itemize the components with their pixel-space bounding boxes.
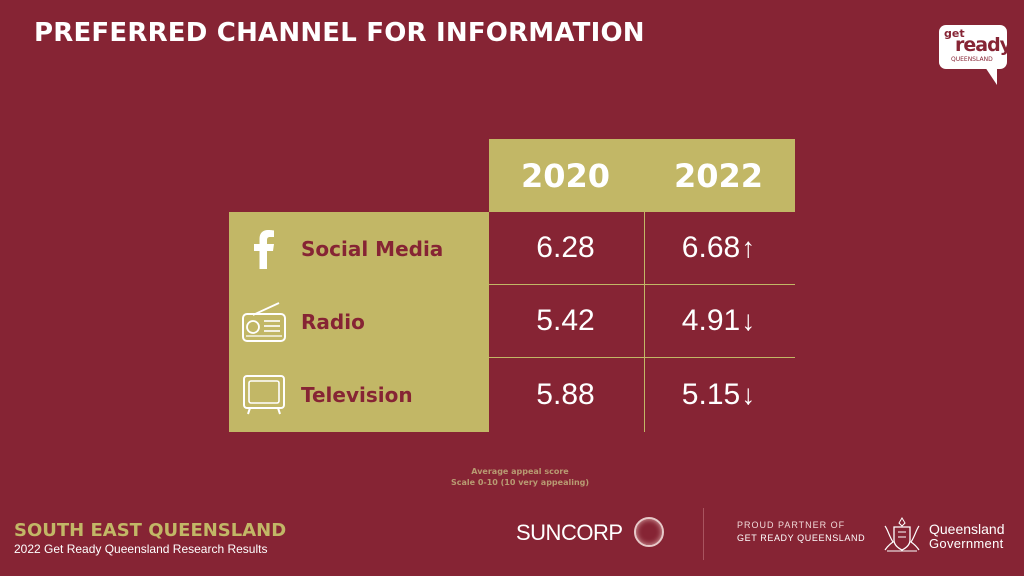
year-2022-header: 2022	[673, 156, 764, 195]
trend-down-icon: ↓	[741, 378, 756, 410]
queensland-government-line-2: Government	[929, 536, 1004, 551]
channel-labels: Social Media Radio Television	[229, 212, 489, 432]
score-table: 6.28 6.68 ↑ 5.42 4.91 ↓ 5.88 5.15 ↓	[489, 212, 795, 432]
suncorp-ring-icon	[634, 517, 664, 547]
score-radio-2022: 4.91 ↓	[681, 304, 756, 337]
partner-line-1: PROUD PARTNER OF	[737, 520, 846, 530]
table-row: 5.42 4.91 ↓	[489, 285, 795, 358]
row-label-radio: Radio	[229, 285, 489, 358]
label-television: Television	[301, 382, 413, 407]
table-row: 5.88 5.15 ↓	[489, 358, 795, 431]
score-television-2020: 5.88	[536, 377, 595, 411]
queensland-government-line-1: Queensland	[929, 521, 1005, 537]
page-title: PREFERRED CHANNEL FOR INFORMATION	[34, 18, 645, 48]
suncorp-logo-text: SUNCORP	[516, 520, 623, 545]
label-social-media: Social Media	[301, 236, 444, 261]
score-radio-2020: 5.42	[536, 304, 595, 337]
score-social-media-2020: 6.28	[536, 231, 595, 264]
footer-divider	[703, 508, 704, 560]
column-divider	[644, 212, 645, 432]
partner-line-2: GET READY QUEENSLAND	[737, 533, 866, 543]
report-subtitle: 2022 Get Ready Queensland Research Resul…	[14, 542, 268, 556]
facebook-icon	[239, 224, 289, 274]
trend-up-icon: ↑	[741, 232, 756, 263]
score-television-2022: 5.15 ↓	[681, 377, 756, 411]
trend-down-icon: ↓	[741, 305, 756, 336]
year-header-row: 2020 2022	[489, 139, 795, 212]
radio-icon	[239, 297, 289, 347]
score-social-media-2022: 6.68 ↑	[681, 231, 756, 264]
queensland-crest-icon	[881, 514, 923, 554]
row-label-social-media: Social Media	[229, 212, 489, 285]
region-title: SOUTH EAST QUEENSLAND	[14, 520, 287, 541]
get-ready-queensland-logo: get ready QUEENSLAND	[939, 25, 1012, 87]
label-radio: Radio	[301, 309, 365, 334]
television-icon	[239, 370, 289, 420]
row-label-television: Television	[229, 358, 489, 431]
table-row: 6.28 6.68 ↑	[489, 212, 795, 285]
year-2020-header: 2020	[520, 156, 611, 195]
scale-footnote: Average appeal score Scale 0-10 (10 very…	[450, 467, 590, 487]
